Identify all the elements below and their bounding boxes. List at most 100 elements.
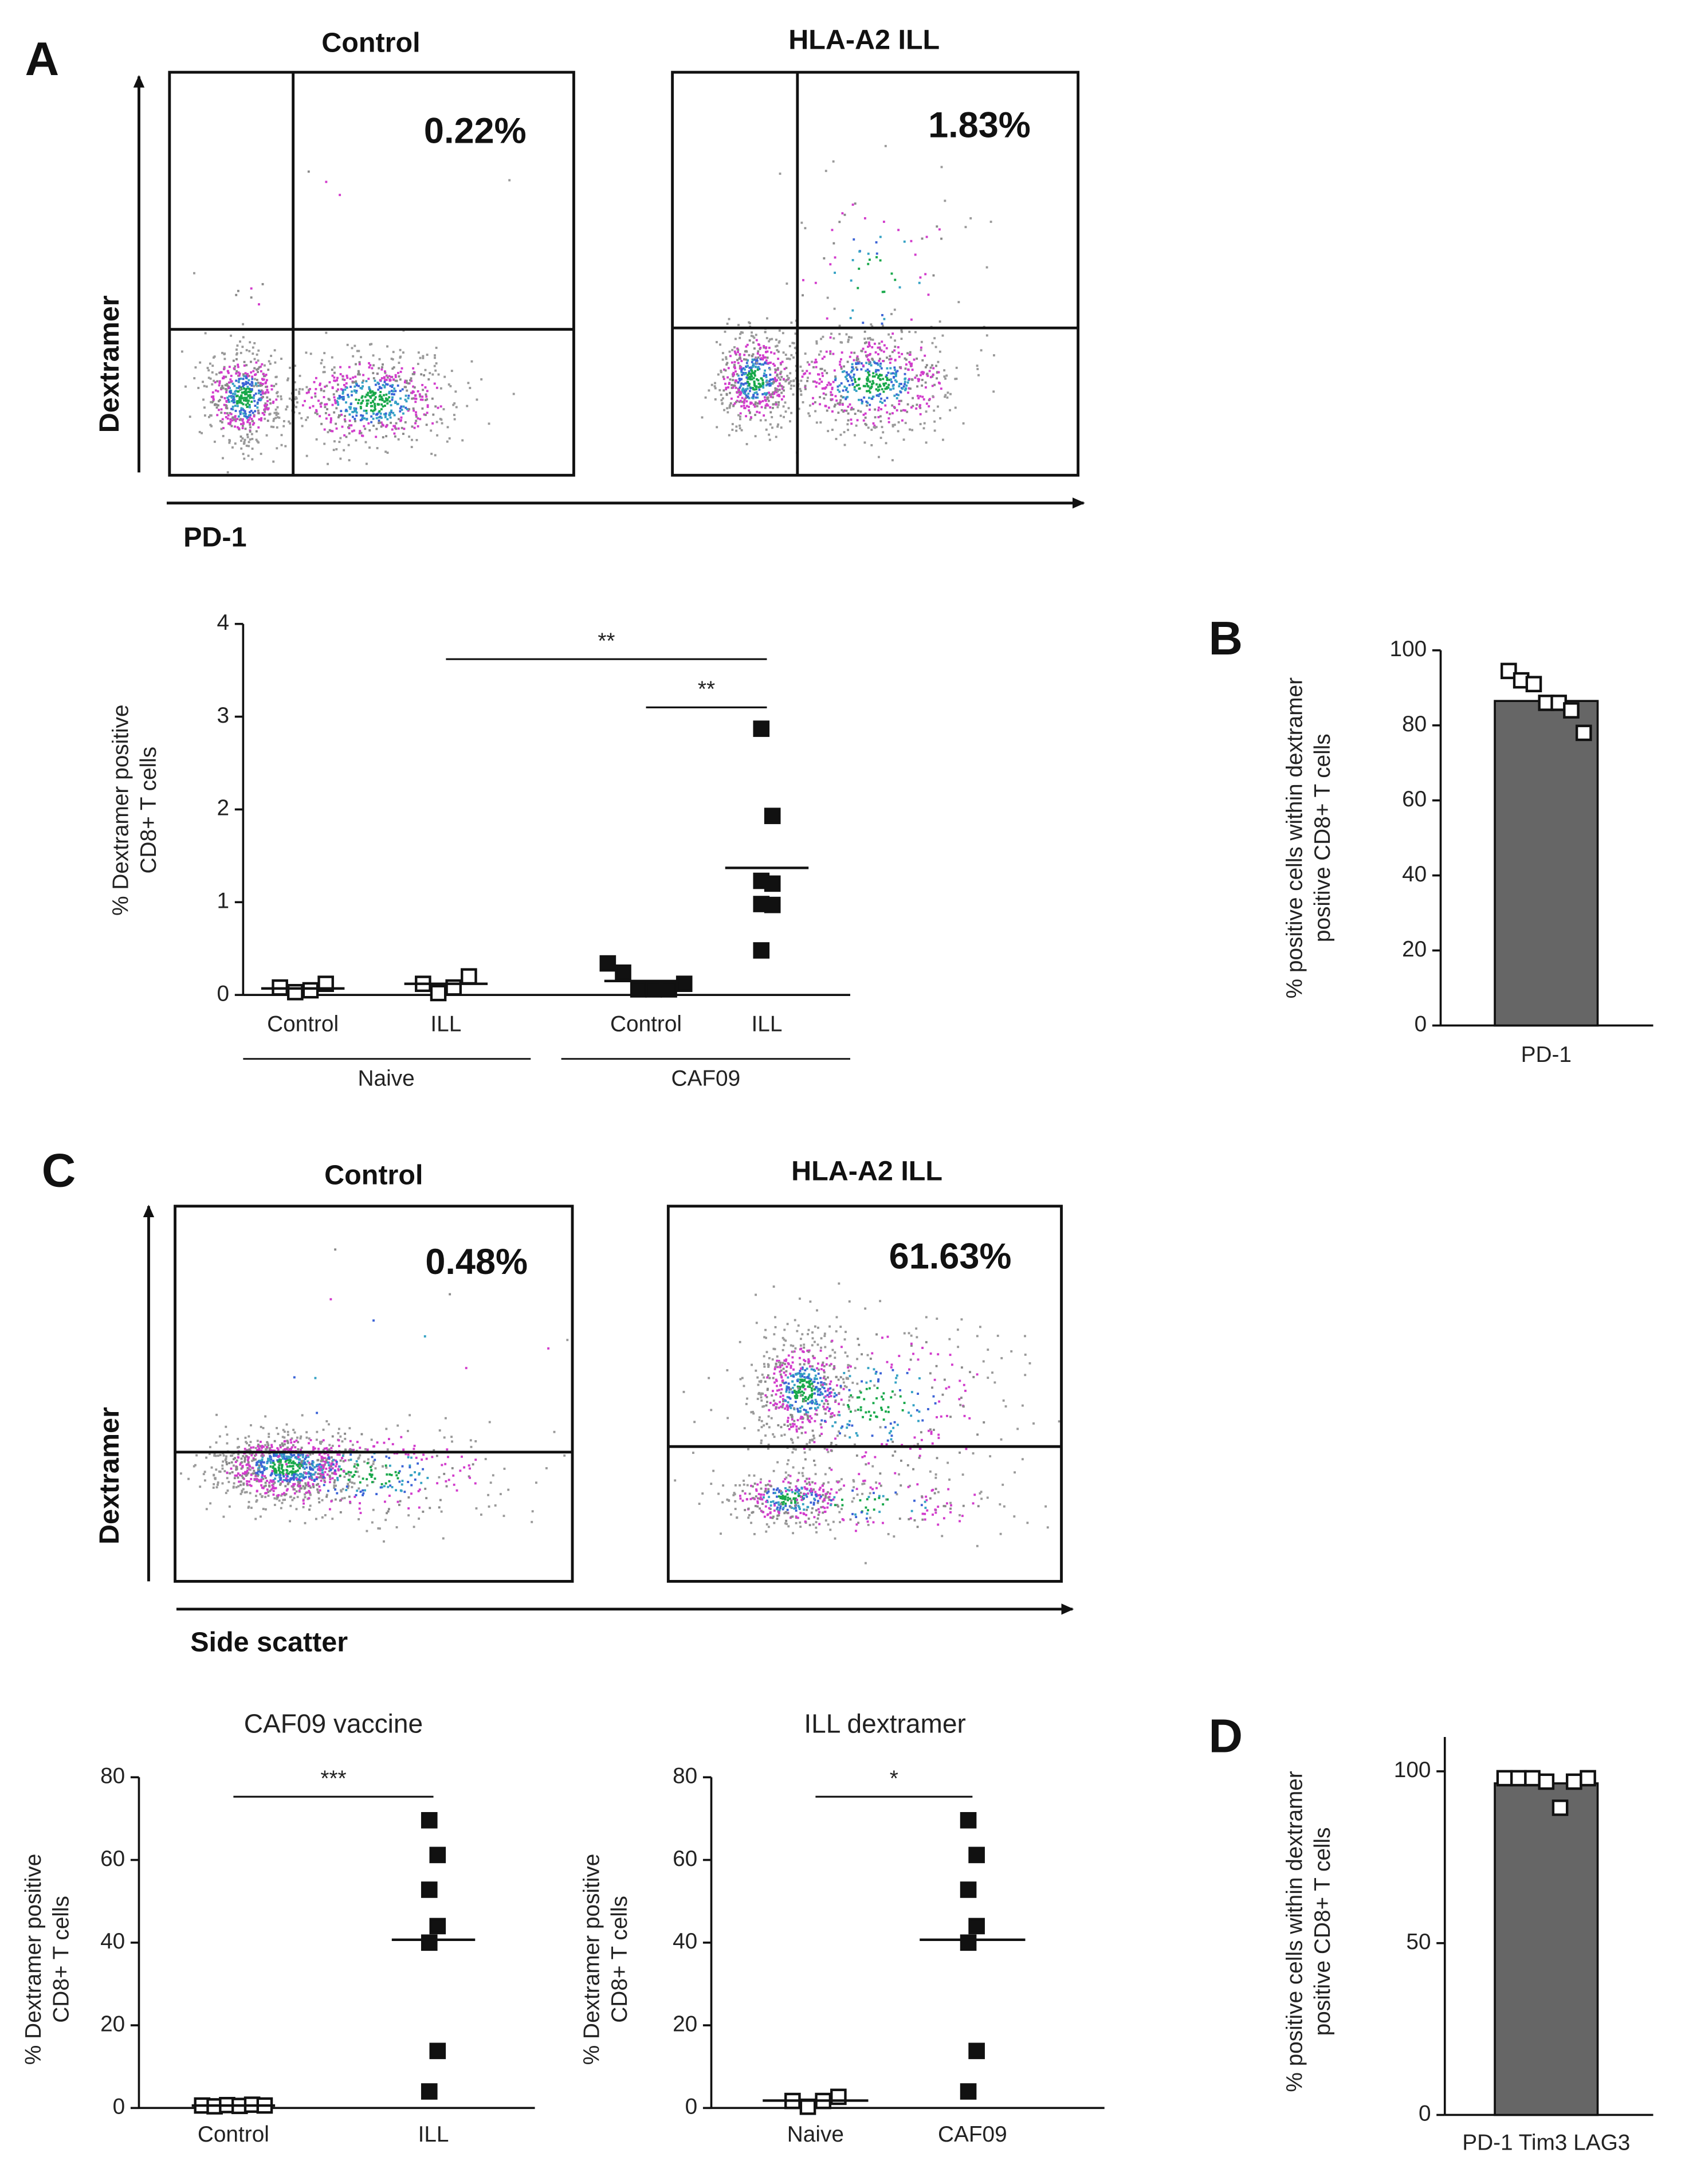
event-dot <box>433 382 436 385</box>
event-dot <box>682 1390 685 1393</box>
event-dot <box>282 1457 285 1460</box>
event-dot <box>250 296 253 299</box>
event-dot <box>878 346 881 349</box>
event-dot <box>502 1515 505 1518</box>
event-dot <box>959 1379 961 1382</box>
event-dot <box>226 397 229 399</box>
event-dot <box>293 1431 296 1434</box>
event-dot <box>956 1328 959 1331</box>
event-dot <box>282 1479 285 1481</box>
event-dot <box>252 346 254 349</box>
event-dot <box>931 364 933 367</box>
event-dot <box>333 1472 336 1475</box>
event-dot <box>399 370 402 373</box>
event-dot <box>824 1473 827 1476</box>
event-dot <box>801 1416 804 1418</box>
event-dot <box>203 1471 206 1473</box>
event-dot <box>253 385 256 387</box>
event-dot <box>248 403 251 406</box>
event-dot <box>351 394 353 397</box>
event-dot <box>1028 1362 1031 1364</box>
event-dot <box>802 294 804 297</box>
event-dot <box>403 428 406 430</box>
event-dot <box>358 371 360 374</box>
event-dot <box>431 373 434 376</box>
event-dot <box>238 398 241 401</box>
event-dot <box>848 1364 851 1367</box>
event-dot <box>813 1441 816 1444</box>
event-dot <box>875 1333 878 1336</box>
event-dot <box>364 1489 366 1492</box>
event-dot <box>788 345 791 347</box>
event-dot <box>372 377 375 379</box>
event-dot <box>815 1386 818 1389</box>
event-dot <box>739 1340 741 1343</box>
event-dot <box>331 430 334 433</box>
event-dot <box>358 363 361 366</box>
event-dot <box>242 412 245 415</box>
event-dot <box>843 370 846 373</box>
event-dot <box>845 375 847 378</box>
event-dot <box>469 1476 472 1479</box>
event-dot <box>819 403 822 406</box>
event-dot <box>763 396 766 399</box>
event-dot <box>787 1376 790 1379</box>
event-dot <box>233 399 235 402</box>
event-dot <box>226 385 229 387</box>
event-dot <box>728 350 731 353</box>
event-dot <box>265 381 268 384</box>
event-dot <box>243 1460 246 1463</box>
event-dot <box>893 375 896 378</box>
event-dot <box>748 390 751 393</box>
event-dot <box>383 1485 386 1488</box>
event-dot <box>332 1463 335 1466</box>
event-dot <box>853 238 855 241</box>
event-dot <box>440 1510 443 1513</box>
event-dot <box>313 1480 316 1483</box>
event-dot <box>940 166 943 168</box>
event-dot <box>439 387 442 390</box>
event-dot <box>395 428 398 430</box>
event-dot <box>411 391 414 394</box>
event-dot <box>286 1440 289 1442</box>
event-dot <box>831 1425 834 1428</box>
event-dot <box>752 1410 754 1413</box>
event-dot <box>771 1390 774 1393</box>
event-dot <box>320 1465 323 1468</box>
event-dot <box>234 1461 237 1464</box>
event-dot <box>761 1498 764 1501</box>
event-dot <box>220 408 223 411</box>
event-dot <box>763 1376 765 1379</box>
event-dot <box>786 1508 789 1511</box>
event-dot <box>787 1481 790 1484</box>
event-dot <box>379 1527 381 1530</box>
event-dot <box>793 1423 796 1426</box>
event-dot <box>293 1472 296 1475</box>
event-dot <box>779 362 782 364</box>
event-dot <box>765 403 768 406</box>
event-dot <box>315 410 318 413</box>
event-dot <box>992 390 995 393</box>
event-dot <box>799 1526 802 1528</box>
event-dot <box>213 355 216 358</box>
event-dot <box>891 1454 894 1457</box>
event-dot <box>806 1414 809 1417</box>
event-dot <box>353 1482 356 1485</box>
event-dot <box>877 346 879 349</box>
event-dot <box>882 350 885 353</box>
event-dot <box>751 360 753 363</box>
event-dot <box>248 1448 251 1451</box>
event-dot <box>804 1399 807 1402</box>
event-dot <box>835 1394 838 1397</box>
event-dot <box>218 371 221 374</box>
event-dot <box>748 411 751 414</box>
event-dot <box>828 1391 831 1394</box>
event-dot <box>256 378 258 381</box>
event-dot <box>799 1426 802 1429</box>
event-dot <box>868 397 870 399</box>
event-dot <box>878 359 881 362</box>
event-dot <box>840 1478 843 1481</box>
event-dot <box>252 1457 255 1460</box>
event-dot <box>886 411 889 414</box>
event-dot <box>821 1363 824 1366</box>
